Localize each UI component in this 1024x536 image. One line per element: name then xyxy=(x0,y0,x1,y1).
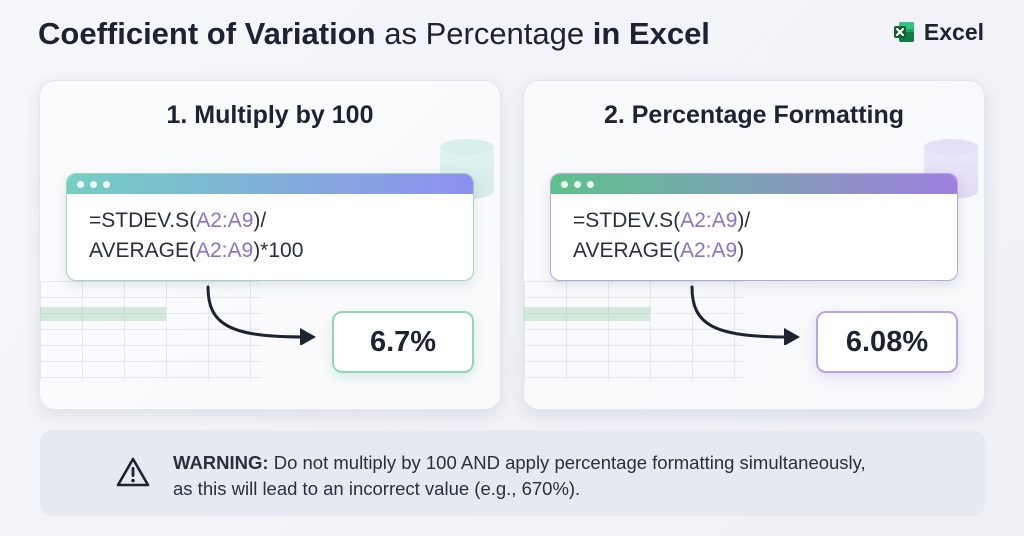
method-panel-multiply: 1. Multiply by 100 =STDEV.S(A2:A9)/ AVER… xyxy=(39,80,501,410)
formula-segment: AVERAGE( xyxy=(89,239,196,262)
window-dot-icon xyxy=(587,180,594,188)
warning-box: WARNING: Do not multiply by 100 AND appl… xyxy=(40,430,985,516)
excel-logo-icon xyxy=(893,22,914,42)
formula-segment: )/ xyxy=(737,209,751,232)
formula-segment: ) xyxy=(737,239,745,262)
window-dot-icon xyxy=(574,180,581,188)
formula-segment: )/ xyxy=(253,209,267,232)
formula-segment: =STDEV.S( xyxy=(573,209,681,232)
background-spreadsheet xyxy=(524,281,744,381)
cell-reference: A2:A9 xyxy=(196,209,254,232)
formula-line-2: AVERAGE(A2:A9)*100 xyxy=(89,236,473,266)
result-arrow-icon xyxy=(690,285,800,345)
formula-segment: =STDEV.S( xyxy=(89,209,197,232)
brand-label: Excel xyxy=(923,18,984,45)
window-titlebar xyxy=(67,174,473,194)
cell-reference: A2:A9 xyxy=(679,239,738,262)
warning-message: Do not multiply by 100 AND apply percent… xyxy=(173,452,866,499)
cell-reference: A2:A9 xyxy=(195,239,254,262)
spreadsheet-highlight-row xyxy=(40,307,166,321)
formula-window: =STDEV.S(A2:A9)/ AVERAGE(A2:A9) xyxy=(550,173,958,281)
window-dot-icon xyxy=(90,180,97,188)
warning-triangle-icon xyxy=(116,457,150,487)
formula-text: =STDEV.S(A2:A9)/ AVERAGE(A2:A9) xyxy=(551,194,957,266)
spreadsheet-highlight-row xyxy=(524,307,650,321)
warning-label: WARNING: xyxy=(173,452,269,473)
warning-text: WARNING: Do not multiply by 100 AND appl… xyxy=(173,450,873,502)
result-value: 6.08% xyxy=(816,311,958,373)
excel-brand: Excel xyxy=(892,18,984,46)
formula-text: =STDEV.S(A2:A9)/ AVERAGE(A2:A9)*100 xyxy=(67,194,473,266)
formula-window: =STDEV.S(A2:A9)/ AVERAGE(A2:A9)*100 xyxy=(66,173,474,281)
result-arrow-icon xyxy=(206,285,316,345)
formula-line-1: =STDEV.S(A2:A9)/ xyxy=(573,206,957,236)
panel-title: 1. Multiply by 100 xyxy=(166,101,374,129)
window-dot-icon xyxy=(77,180,84,188)
panel-title: 2. Percentage Formatting xyxy=(603,101,905,129)
window-dot-icon xyxy=(103,180,110,188)
formula-segment: AVERAGE( xyxy=(573,239,680,262)
formula-segment: )*100 xyxy=(253,239,304,262)
window-titlebar xyxy=(551,174,957,194)
background-spreadsheet xyxy=(40,281,260,381)
formula-line-2: AVERAGE(A2:A9) xyxy=(573,236,957,266)
result-value: 6.7% xyxy=(332,311,474,373)
method-panel-percentage: 2. Percentage Formatting =STDEV.S(A2:A9)… xyxy=(523,80,985,410)
title-part-1: Coefficient of Variation xyxy=(38,16,376,51)
page-title: Coefficient of Variation as Percentage i… xyxy=(38,14,710,54)
cell-reference: A2:A9 xyxy=(680,209,738,232)
title-part-3: in Excel xyxy=(592,16,710,51)
title-part-2: as Percentage xyxy=(375,16,593,51)
formula-line-1: =STDEV.S(A2:A9)/ xyxy=(89,206,473,236)
window-dot-icon xyxy=(561,180,568,188)
